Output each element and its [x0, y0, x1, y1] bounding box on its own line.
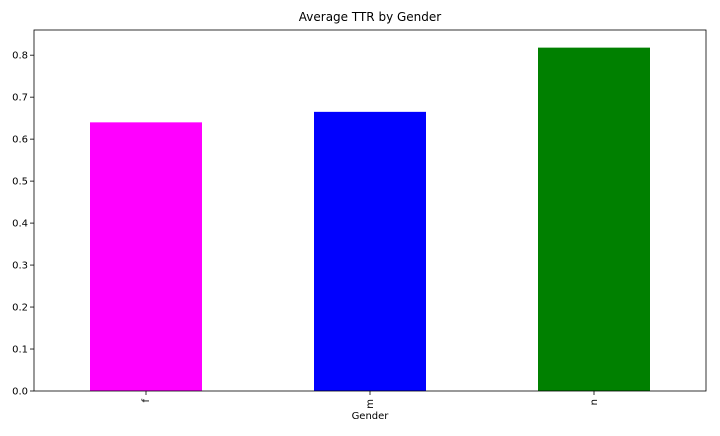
y-tick-label: 0.8	[12, 51, 28, 62]
y-tick-label: 0.6	[12, 135, 28, 146]
bar-f	[90, 122, 202, 391]
x-tick-label-f: f	[141, 399, 152, 403]
x-axis-title: Gender	[352, 411, 390, 422]
y-tick-label: 0.3	[12, 261, 28, 272]
y-tick-label: 0.0	[12, 387, 28, 398]
bar-m	[314, 111, 426, 392]
y-tick-label: 0.1	[12, 345, 28, 356]
y-tick-label: 0.4	[12, 219, 28, 230]
chart-title: Average TTR by Gender	[299, 10, 442, 24]
x-tick-label-n: n	[589, 399, 600, 405]
bar-n	[538, 47, 650, 391]
y-tick-label: 0.7	[12, 93, 28, 104]
ticks-layer: f m n 0.0 0.1 0.2 0.3 0.4 0.5 0.6 0.7 0.8	[12, 51, 600, 409]
x-tick-label-m: m	[365, 399, 376, 409]
bars-layer	[90, 47, 650, 392]
y-tick-label: 0.5	[12, 177, 28, 188]
y-tick-label: 0.2	[12, 303, 28, 314]
